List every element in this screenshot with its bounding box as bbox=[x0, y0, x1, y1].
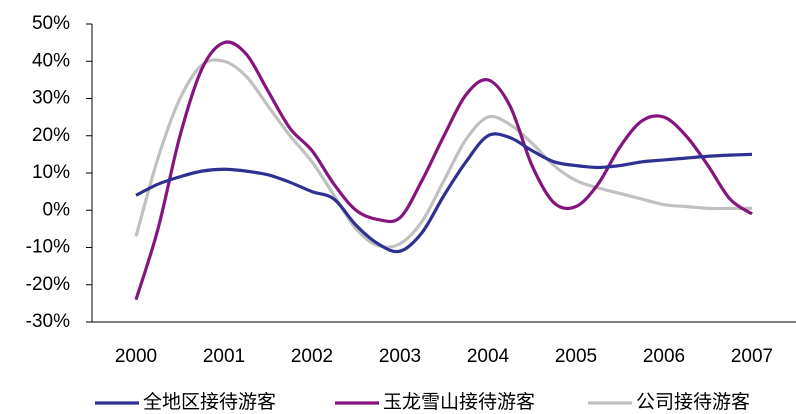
legend-label: 玉龙雪山接待游客 bbox=[383, 391, 535, 413]
y-tick-label: -10% bbox=[26, 237, 70, 258]
y-tick-label: 0% bbox=[43, 199, 71, 220]
y-tick-label: 40% bbox=[32, 50, 70, 71]
legend-label: 全地区接待游客 bbox=[143, 391, 276, 413]
x-tick-label: 2006 bbox=[643, 346, 685, 367]
x-tick-label: 2004 bbox=[467, 346, 510, 367]
x-tick-label: 2003 bbox=[379, 346, 421, 367]
x-tick-label: 2001 bbox=[203, 346, 245, 367]
y-tick-label: -20% bbox=[26, 274, 70, 295]
series-line bbox=[134, 58, 752, 249]
y-tick-label: -30% bbox=[26, 311, 70, 332]
series-line bbox=[135, 132, 753, 254]
y-tick-label: 20% bbox=[32, 125, 70, 146]
x-tick-label: 2005 bbox=[555, 346, 597, 367]
y-tick-label: 30% bbox=[32, 88, 70, 109]
x-tick-label: 2000 bbox=[115, 346, 157, 367]
y-tick-label: 10% bbox=[32, 162, 70, 183]
x-tick-label: 2002 bbox=[291, 346, 333, 367]
series-line bbox=[134, 40, 753, 301]
x-tick-label: 2007 bbox=[731, 346, 773, 367]
legend-label: 公司接待游客 bbox=[636, 391, 750, 413]
y-tick-label: 50% bbox=[32, 13, 70, 34]
